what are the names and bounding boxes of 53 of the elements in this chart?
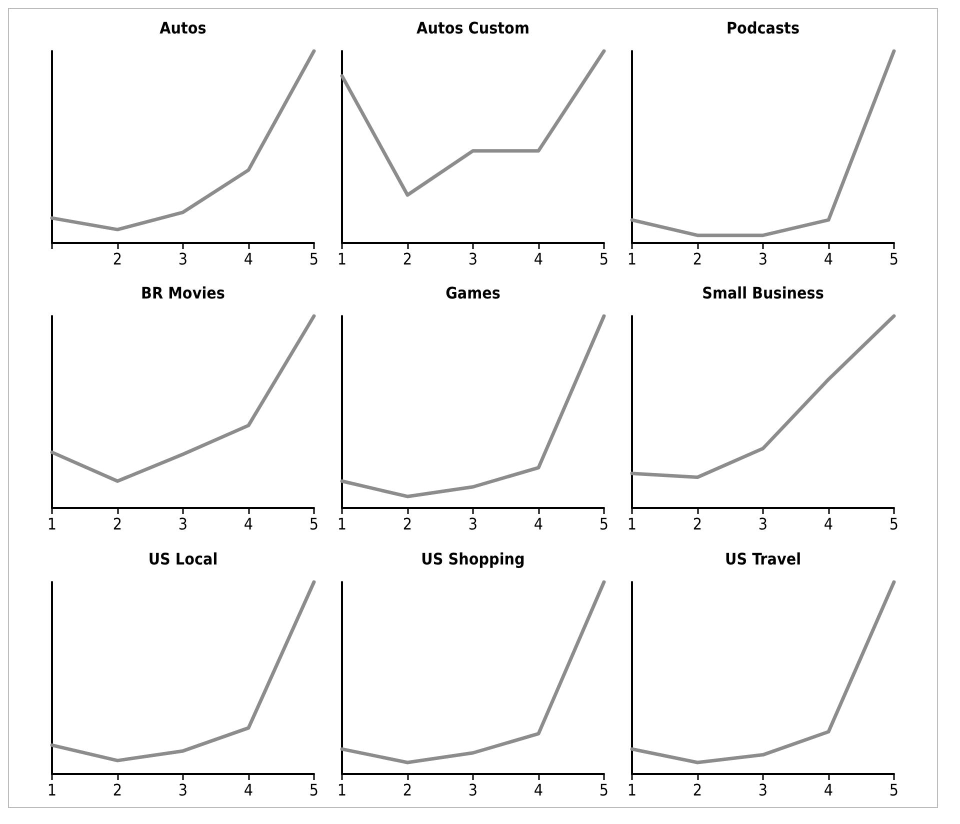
x-tick-label: 1 xyxy=(337,514,347,534)
x-tick-label: 4 xyxy=(534,250,544,268)
chart-title: Small Business xyxy=(702,284,824,303)
x-tick-label: 5 xyxy=(599,780,609,800)
x-tick-label: 3 xyxy=(468,250,478,268)
x-tick-label: 3 xyxy=(758,780,768,800)
x-tick-label: 4 xyxy=(244,780,254,800)
x-tick-label: 1 xyxy=(47,514,57,534)
x-tick-label: 5 xyxy=(889,780,899,800)
x-tick-label: 2 xyxy=(402,250,412,268)
chart-title: Autos xyxy=(160,18,206,38)
x-tick-label: 1 xyxy=(627,250,637,268)
x-tick-label: 2 xyxy=(112,250,122,268)
chart-title: US Local xyxy=(148,549,218,568)
x-tick-label: 1 xyxy=(47,780,57,800)
x-tick-label: 1 xyxy=(337,250,347,268)
x-tick-label: 2 xyxy=(402,514,412,534)
x-tick-label: 3 xyxy=(758,250,768,268)
chart-title: Autos Custom xyxy=(416,18,530,38)
chart-title: US Shopping xyxy=(421,549,525,568)
x-tick-label: 3 xyxy=(758,514,768,534)
x-tick-label: 5 xyxy=(309,250,319,268)
x-tick-label: 5 xyxy=(889,514,899,534)
x-tick-label: 3 xyxy=(178,250,188,268)
x-tick-label: 3 xyxy=(468,514,478,534)
x-tick-label: 4 xyxy=(244,250,254,268)
x-tick-label: 4 xyxy=(534,514,544,534)
chart-title: US Travel xyxy=(724,549,802,568)
x-tick-label: 1 xyxy=(337,780,347,800)
x-tick-label: 1 xyxy=(627,514,637,534)
x-tick-label: 5 xyxy=(309,514,319,534)
chart-title: Games xyxy=(446,284,500,303)
x-tick-label: 2 xyxy=(112,780,122,800)
x-tick-label: 1 xyxy=(627,780,637,800)
chart-title: BR Movies xyxy=(141,284,225,303)
x-tick-label: 2 xyxy=(692,780,702,800)
x-tick-label: 3 xyxy=(178,780,188,800)
x-tick-label: 2 xyxy=(692,514,702,534)
x-tick-label: 2 xyxy=(692,250,702,268)
x-tick-label: 4 xyxy=(824,250,834,268)
x-tick-label: 2 xyxy=(112,514,122,534)
x-tick-label: 4 xyxy=(824,514,834,534)
x-tick-label: 5 xyxy=(599,250,609,268)
x-tick-label: 3 xyxy=(468,780,478,800)
x-tick-label: 4 xyxy=(534,780,544,800)
x-tick-label: 3 xyxy=(178,514,188,534)
chart-title: Podcasts xyxy=(726,18,800,38)
x-tick-label: 5 xyxy=(309,780,319,800)
x-tick-label: 5 xyxy=(599,514,609,534)
x-tick-label: 4 xyxy=(244,514,254,534)
x-tick-label: 4 xyxy=(824,780,834,800)
x-tick-label: 2 xyxy=(402,780,412,800)
x-tick-label: 5 xyxy=(889,250,899,268)
